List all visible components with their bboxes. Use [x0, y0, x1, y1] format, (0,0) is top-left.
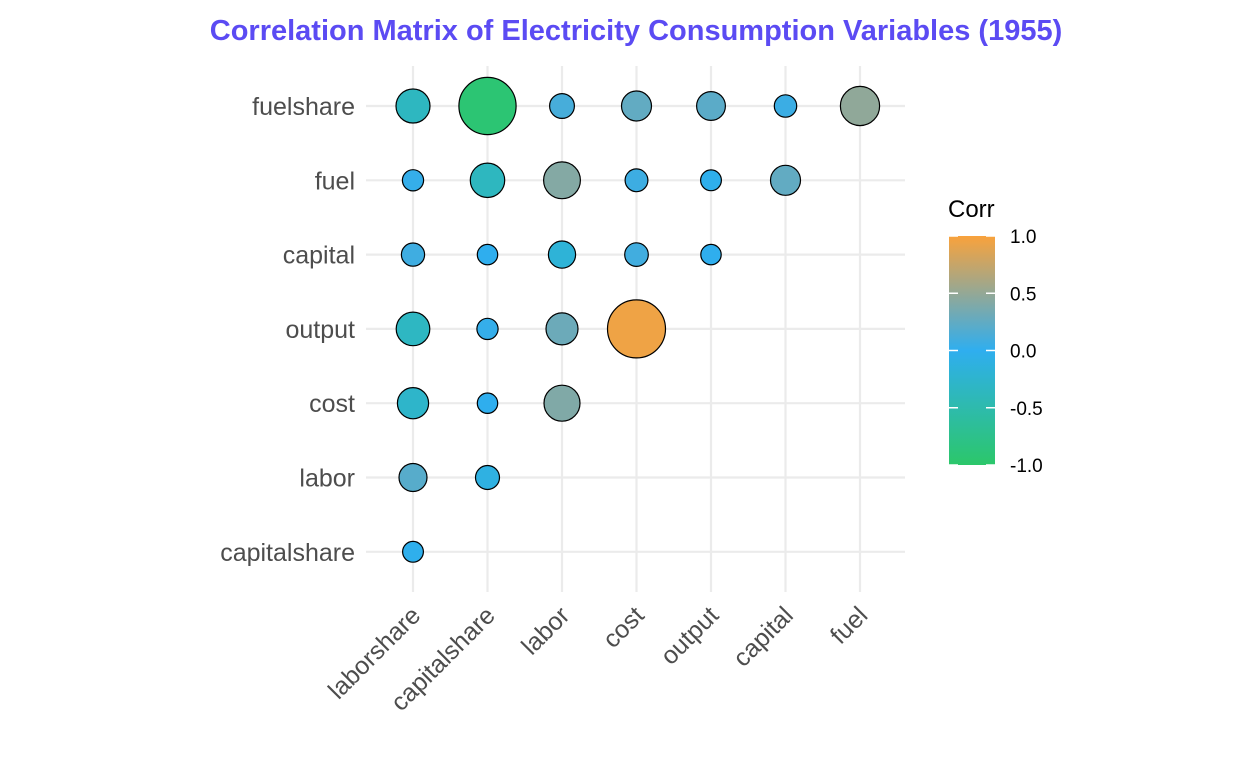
chart-title: Correlation Matrix of Electricity Consum… — [210, 15, 1063, 47]
point-cost-fuelshare — [620, 90, 653, 122]
point-capitalshare-labor — [474, 464, 501, 491]
correlation-points — [395, 76, 881, 563]
point-output-fuelshare — [695, 90, 726, 121]
y-tick-label-capital: capital — [283, 242, 355, 270]
legend-title: Corr — [948, 196, 995, 223]
point-capitalshare-cost — [476, 392, 499, 414]
point-laborshare-cost — [396, 387, 430, 420]
point-capitalshare-output — [476, 317, 499, 341]
legend: Corr 1.0 0.5 0.0 -0.5 -1.0 — [948, 196, 1043, 477]
legend-tick-label: 0.0 — [1010, 342, 1036, 363]
point-capital-fuel — [769, 164, 802, 196]
y-tick-label-fuelshare: fuelshare — [252, 93, 355, 121]
point-capitalshare-fuelshare — [458, 76, 517, 136]
point-output-fuel — [699, 169, 722, 192]
y-tick-label-labor: labor — [299, 465, 355, 493]
y-tick-label-output: output — [285, 316, 355, 344]
point-labor-fuel — [542, 161, 581, 200]
point-labor-cost — [543, 384, 581, 422]
y-tick-label-cost: cost — [309, 390, 355, 418]
point-fuel-fuelshare — [839, 85, 881, 127]
y-tick-label-fuel: fuel — [315, 167, 355, 195]
point-laborshare-fuel — [401, 169, 425, 192]
point-laborshare-fuelshare — [395, 88, 431, 124]
point-laborshare-capital — [400, 242, 426, 267]
x-tick-label-labor: labor — [516, 601, 575, 660]
legend-tick-label: -0.5 — [1010, 399, 1043, 420]
legend-tick-label: 1.0 — [1010, 227, 1036, 248]
point-output-capital — [700, 243, 722, 266]
point-capitalshare-fuel — [469, 162, 506, 199]
grid-lines — [366, 66, 905, 592]
y-axis-labels: fuelshare fuel capital output cost labor capit… — [220, 93, 355, 567]
point-labor-capital — [547, 240, 577, 269]
legend-tick-label: -1.0 — [1010, 456, 1043, 477]
x-tick-label-output: output — [655, 601, 724, 670]
legend-tick-label: 0.5 — [1010, 284, 1036, 305]
y-tick-label-capitalshare: capitalshare — [220, 539, 355, 567]
point-cost-capital — [624, 242, 649, 268]
point-cost-fuel — [624, 168, 649, 193]
point-labor-fuelshare — [548, 92, 575, 119]
point-laborshare-labor — [398, 462, 428, 493]
x-tick-label-capital: capital — [728, 601, 799, 672]
x-tick-label-cost: cost — [598, 601, 650, 653]
point-capital-fuelshare — [773, 94, 798, 118]
point-labor-output — [545, 312, 579, 346]
legend-ticks: 1.0 0.5 0.0 -0.5 -1.0 — [949, 227, 1043, 477]
point-laborshare-capitalshare — [402, 540, 425, 563]
point-capitalshare-capital — [476, 243, 499, 266]
point-laborshare-output — [395, 311, 431, 347]
point-cost-output — [606, 299, 667, 359]
x-tick-label-fuel: fuel — [825, 601, 873, 649]
